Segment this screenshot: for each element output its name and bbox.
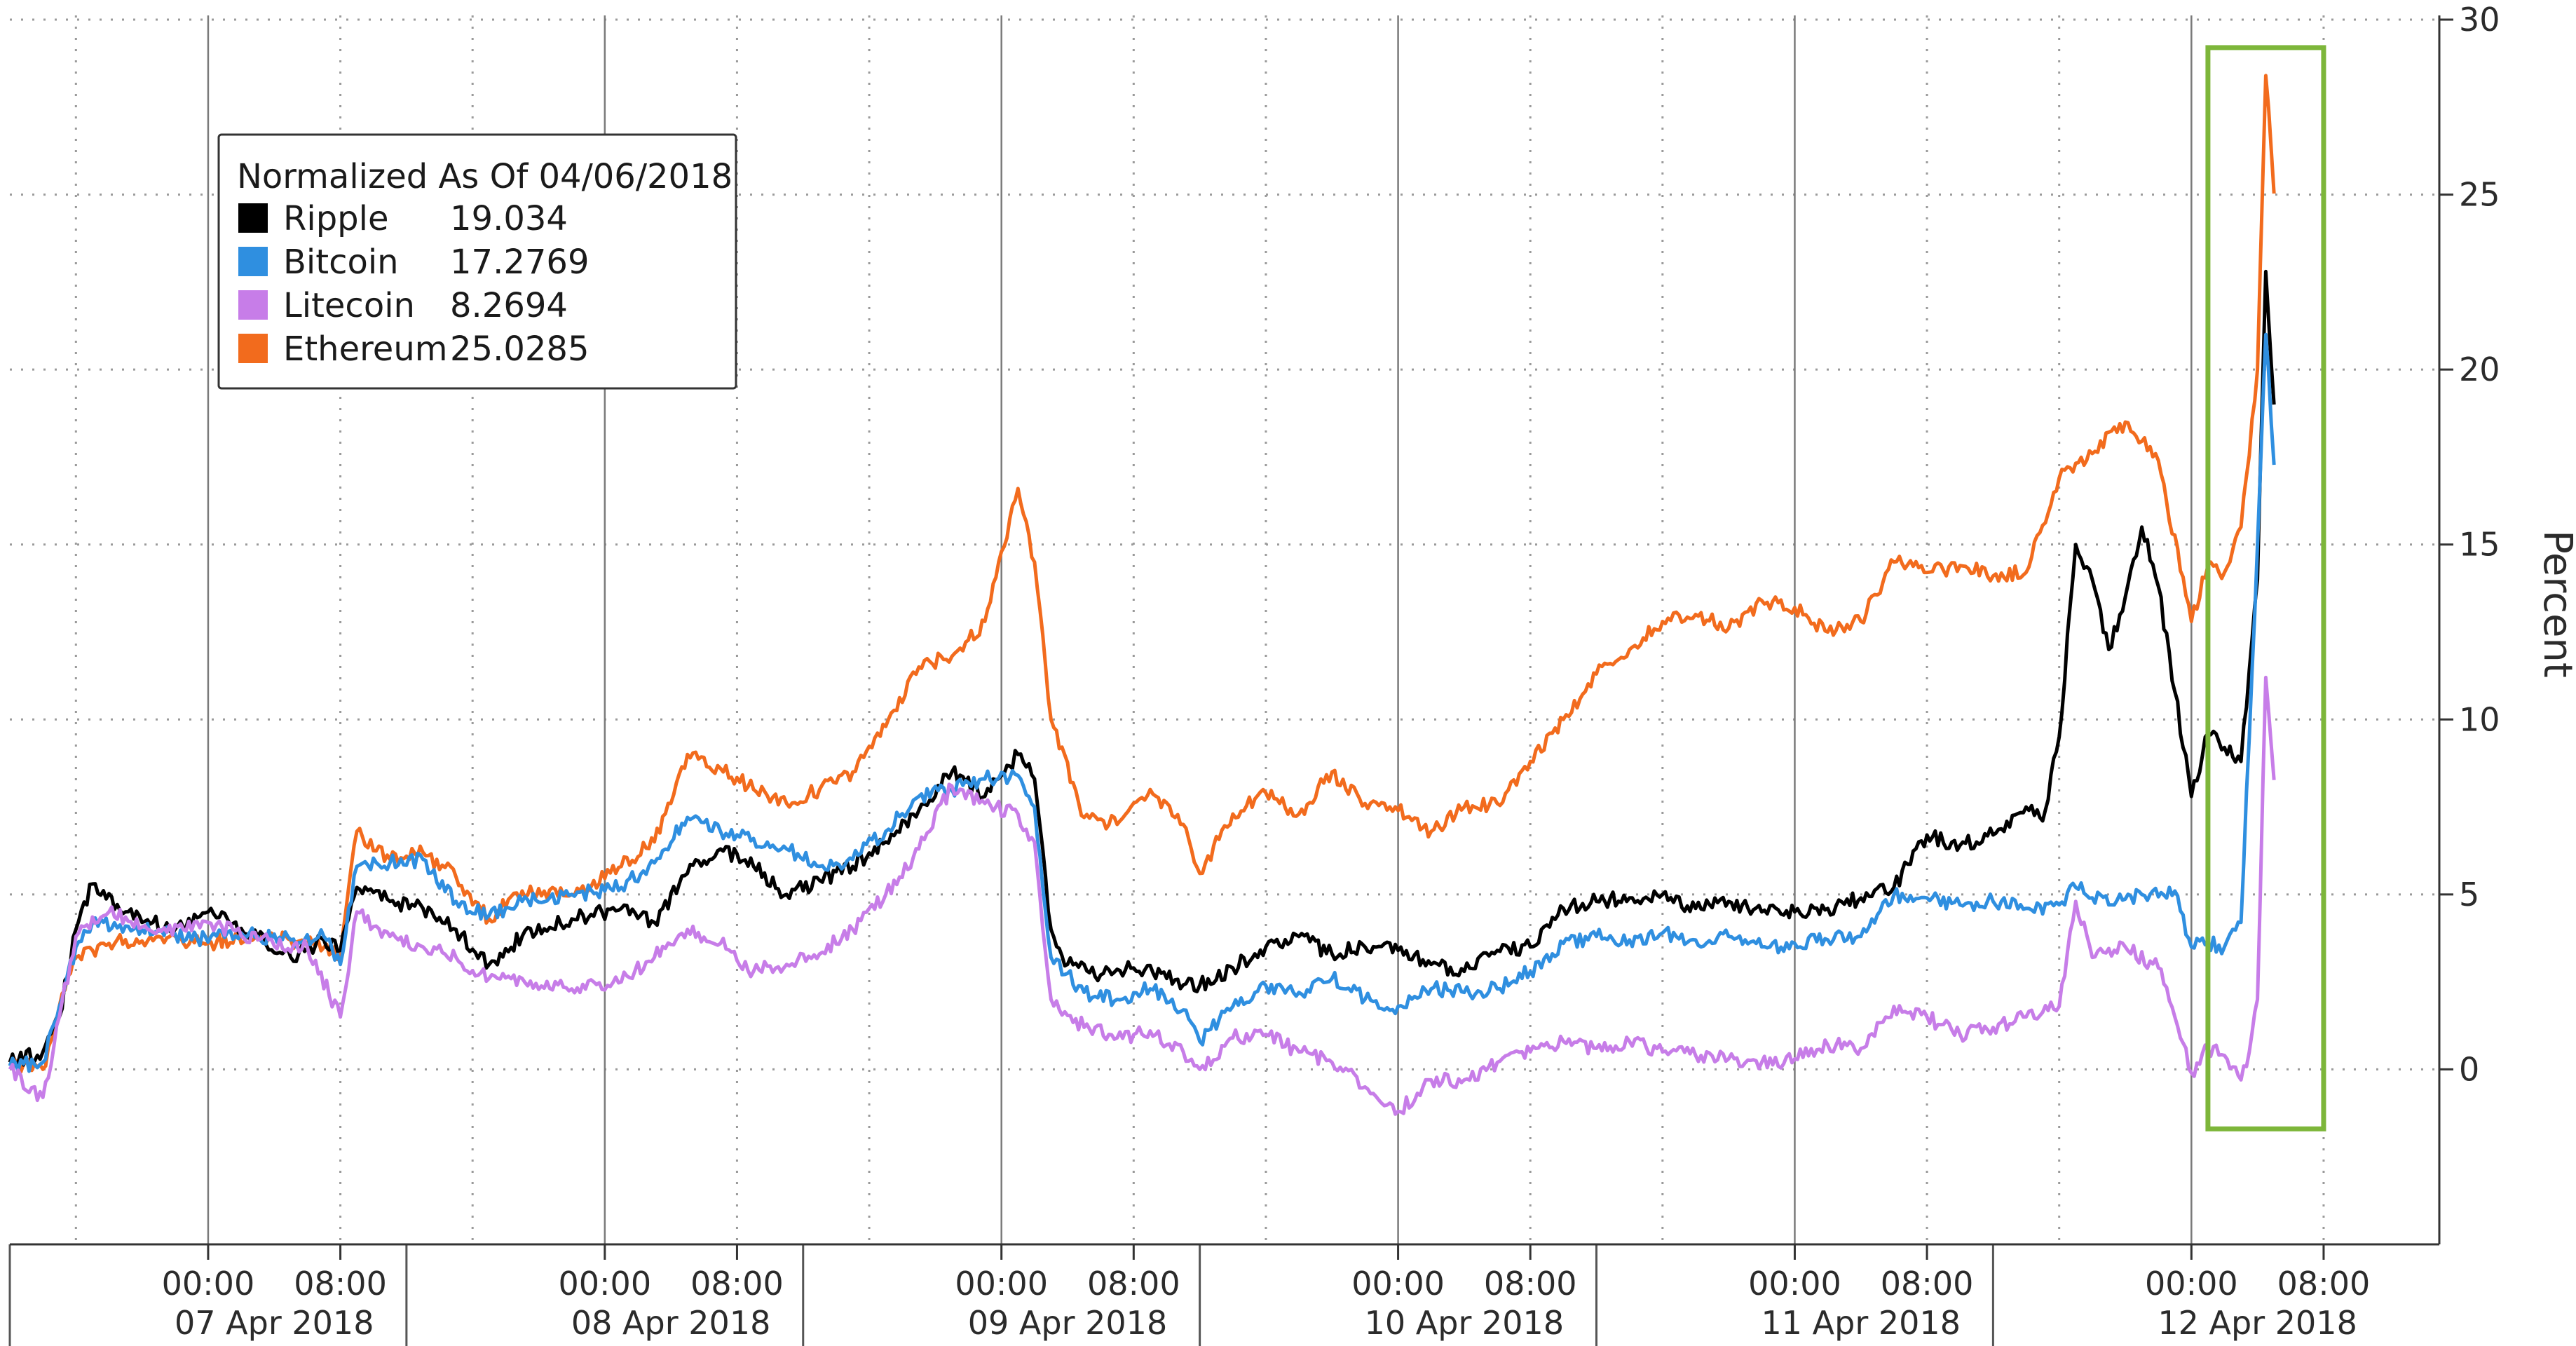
legend-value-bitcoin: 17.2769 bbox=[450, 243, 590, 282]
legend-swatch-ethereum bbox=[238, 334, 268, 363]
y-tick-label: 25 bbox=[2459, 176, 2500, 214]
highlight-layer bbox=[2205, 45, 2326, 1131]
series-line-bitcoin bbox=[8, 332, 2276, 1073]
y-axis-label: Percent bbox=[2535, 530, 2576, 678]
series-line-ethereum bbox=[8, 74, 2276, 1074]
x-date-label: 09 Apr 2018 bbox=[968, 1304, 1167, 1342]
legend-swatch-bitcoin bbox=[238, 247, 268, 276]
x-tick-label: 00:00 bbox=[1748, 1265, 1841, 1303]
legend-box bbox=[217, 133, 737, 390]
y-tick-label: 30 bbox=[2459, 1, 2500, 39]
x-date-label: 08 Apr 2018 bbox=[571, 1304, 770, 1342]
x-date-label: 12 Apr 2018 bbox=[2158, 1304, 2357, 1342]
y-tick-label: 10 bbox=[2459, 700, 2500, 738]
y-tick-label: 20 bbox=[2459, 351, 2500, 388]
series-layer bbox=[8, 74, 2276, 1116]
series-line-ripple bbox=[8, 269, 2276, 1068]
x-date-label: 07 Apr 2018 bbox=[175, 1304, 374, 1342]
x-tick-label: 00:00 bbox=[955, 1265, 1048, 1303]
x-tick-label: 08:00 bbox=[1484, 1265, 1577, 1303]
legend-swatch-litecoin bbox=[238, 290, 268, 320]
highlight-box bbox=[2205, 45, 2326, 1131]
x-tick-label: 08:00 bbox=[294, 1265, 387, 1303]
series-line-litecoin bbox=[8, 675, 2276, 1116]
legend-value-ripple: 19.034 bbox=[450, 199, 568, 238]
legend-label-litecoin: Litecoin bbox=[283, 286, 415, 325]
x-tick-label: 08:00 bbox=[1881, 1265, 1974, 1303]
x-tick-label: 00:00 bbox=[1351, 1265, 1445, 1303]
legend-value-ethereum: 25.0285 bbox=[450, 329, 590, 369]
x-tick-label: 00:00 bbox=[2145, 1265, 2238, 1303]
day-separators bbox=[8, 1244, 1994, 1346]
x-tick-label: 08:00 bbox=[1087, 1265, 1180, 1303]
legend-title: Normalized As Of 04/06/2018 bbox=[237, 157, 732, 196]
x-ticks: 00:00 08:00 00:00 08:00 00:00 08:00 00:00 08:00… bbox=[162, 1244, 2371, 1342]
legend: Normalized As Of 04/06/2018 Ripple 19.034… bbox=[217, 133, 737, 390]
y-tick-label: 0 bbox=[2459, 1050, 2479, 1088]
x-date-label: 10 Apr 2018 bbox=[1365, 1304, 1564, 1342]
y-ticks: 0 5 10 15 20 25 30 bbox=[2439, 1, 2500, 1088]
legend-label-ripple: Ripple bbox=[283, 199, 389, 238]
y-tick-label: 5 bbox=[2459, 876, 2479, 913]
x-tick-label: 00:00 bbox=[162, 1265, 255, 1303]
legend-value-litecoin: 8.2694 bbox=[450, 286, 568, 325]
x-date-label: 11 Apr 2018 bbox=[1761, 1304, 1961, 1342]
y-tick-label: 15 bbox=[2459, 526, 2500, 564]
legend-items: Ripple 19.034 Bitcoin 17.2769 Litecoin 8.2694… bbox=[238, 199, 590, 369]
axes bbox=[10, 15, 2441, 1246]
legend-label-bitcoin: Bitcoin bbox=[283, 243, 399, 282]
x-tick-label: 08:00 bbox=[2277, 1265, 2371, 1303]
x-tick-label: 00:00 bbox=[559, 1265, 652, 1303]
x-tick-label: 08:00 bbox=[690, 1265, 784, 1303]
legend-label-ethereum: Ethereum bbox=[283, 329, 448, 369]
legend-swatch-ripple bbox=[238, 203, 268, 233]
